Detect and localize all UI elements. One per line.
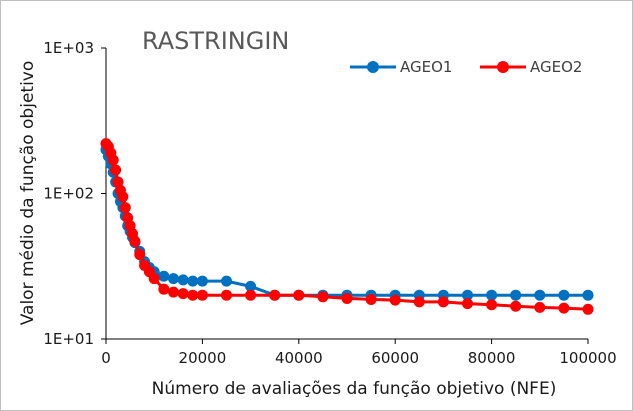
- data-point-ageo2: [413, 296, 425, 308]
- data-point-ageo2: [167, 286, 179, 298]
- x-tick-label: 80000: [468, 349, 516, 367]
- x-tick-label: 40000: [275, 349, 323, 367]
- data-point-ageo2: [582, 303, 594, 315]
- data-point-ageo1: [245, 280, 257, 292]
- axes: 0 20000 40000 60000 80000 100000 1E+01 1E+02 1E+…: [43, 39, 616, 367]
- data-point-ageo2: [158, 283, 170, 295]
- series-line-ageo1: [104, 149, 588, 297]
- data-point-ageo2: [177, 288, 189, 300]
- data-point-ageo1: [510, 289, 522, 301]
- x-axis-label: Número de avaliações da função objetivo …: [152, 379, 557, 399]
- x-tick-label: 20000: [179, 349, 227, 367]
- data-point-ageo1: [558, 289, 570, 301]
- data-point-ageo1: [187, 275, 199, 287]
- data-point-ageo2: [119, 202, 131, 214]
- x-tick-label: 100000: [559, 349, 616, 367]
- data-point-ageo1: [486, 289, 498, 301]
- data-point-ageo2: [293, 289, 305, 301]
- series-layer: [100, 138, 594, 315]
- data-point-ageo2: [462, 298, 473, 310]
- series-line-ageo2: [104, 142, 589, 311]
- data-point-ageo2: [107, 154, 119, 166]
- y-tick-label: 1E+01: [43, 330, 94, 348]
- data-point-ageo2: [110, 164, 122, 176]
- x-tick-label: 60000: [371, 349, 419, 367]
- legend-label-ageo1: AGEO1: [400, 58, 452, 76]
- data-point-ageo1: [534, 289, 546, 301]
- legend-marker-ageo2: [497, 61, 509, 73]
- data-point-ageo2: [534, 301, 546, 313]
- data-point-ageo1: [158, 270, 170, 282]
- data-point-ageo2: [117, 191, 129, 203]
- data-point-ageo2: [221, 289, 232, 301]
- chart-title: RASTRINGIN: [142, 27, 289, 55]
- data-point-ageo1: [196, 275, 208, 287]
- data-point-ageo2: [269, 289, 281, 301]
- legend: AGEO1 AGEO2: [350, 58, 582, 76]
- data-point-ageo1: [582, 289, 594, 301]
- y-tick-label: 1E+02: [43, 185, 94, 203]
- data-point-ageo2: [187, 289, 199, 301]
- data-point-ageo2: [317, 291, 329, 303]
- data-point-ageo2: [129, 235, 141, 247]
- data-point-ageo2: [148, 273, 160, 285]
- data-point-ageo2: [389, 294, 401, 306]
- data-point-ageo1: [167, 273, 179, 285]
- data-point-ageo2: [486, 299, 498, 311]
- data-point-ageo2: [365, 293, 377, 305]
- data-point-ageo2: [558, 302, 570, 314]
- y-tick-label: 1E+03: [43, 39, 94, 57]
- data-point-ageo2: [510, 300, 522, 312]
- data-point-ageo2: [341, 292, 353, 304]
- legend-label-ageo2: AGEO2: [530, 58, 582, 76]
- data-point-ageo1: [462, 289, 473, 301]
- data-point-ageo1: [221, 275, 232, 287]
- data-point-ageo2: [196, 289, 208, 301]
- data-point-ageo2: [245, 289, 257, 301]
- y-axis-label: Valor médio da função objetivo: [18, 61, 38, 326]
- legend-marker-ageo1: [367, 61, 379, 73]
- data-point-ageo2: [134, 249, 146, 261]
- x-tick-label: 0: [101, 349, 111, 367]
- data-point-ageo1: [177, 274, 189, 286]
- data-point-ageo2: [437, 296, 449, 308]
- data-point-ageo2: [112, 176, 124, 188]
